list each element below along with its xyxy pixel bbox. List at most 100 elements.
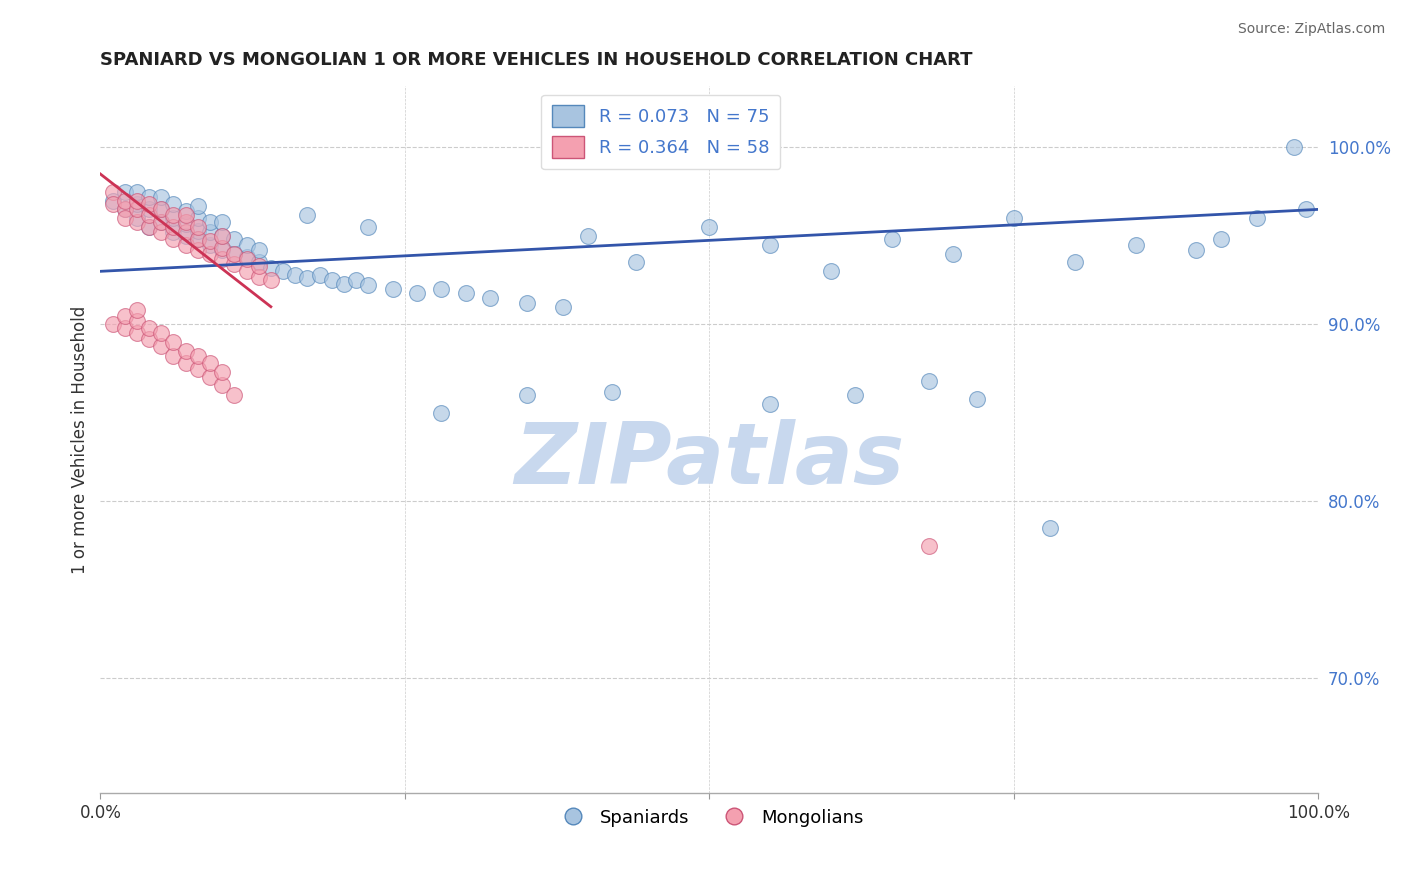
Point bbox=[174, 343, 197, 358]
Text: SPANIARD VS MONGOLIAN 1 OR MORE VEHICLES IN HOUSEHOLD CORRELATION CHART: SPANIARD VS MONGOLIAN 1 OR MORE VEHICLES… bbox=[100, 51, 973, 69]
Point bbox=[174, 215, 197, 229]
Point bbox=[150, 202, 173, 217]
Point bbox=[138, 197, 160, 211]
Point bbox=[125, 185, 148, 199]
Point bbox=[1295, 202, 1317, 217]
Point bbox=[211, 215, 233, 229]
Point bbox=[357, 278, 380, 293]
Point bbox=[1039, 521, 1062, 535]
Point bbox=[187, 232, 209, 246]
Point bbox=[174, 356, 197, 370]
Point bbox=[211, 241, 233, 255]
Point bbox=[321, 273, 343, 287]
Point bbox=[260, 260, 283, 275]
Point bbox=[966, 392, 988, 406]
Point bbox=[260, 273, 283, 287]
Point bbox=[150, 190, 173, 204]
Point bbox=[138, 220, 160, 235]
Point bbox=[308, 268, 330, 282]
Point bbox=[174, 204, 197, 219]
Point bbox=[114, 211, 136, 226]
Point bbox=[1125, 237, 1147, 252]
Point bbox=[430, 406, 453, 420]
Point bbox=[187, 220, 209, 235]
Point bbox=[235, 250, 257, 264]
Point bbox=[162, 226, 184, 240]
Point bbox=[138, 190, 160, 204]
Point bbox=[162, 335, 184, 350]
Point bbox=[1063, 255, 1085, 269]
Point bbox=[198, 370, 221, 384]
Point bbox=[844, 388, 866, 402]
Point bbox=[333, 277, 356, 291]
Point bbox=[381, 282, 404, 296]
Point bbox=[357, 220, 380, 235]
Point bbox=[138, 202, 160, 217]
Point bbox=[125, 303, 148, 318]
Point bbox=[198, 237, 221, 252]
Point bbox=[247, 259, 270, 273]
Point bbox=[284, 268, 307, 282]
Point bbox=[198, 226, 221, 240]
Point bbox=[125, 197, 148, 211]
Point bbox=[138, 321, 160, 335]
Point bbox=[114, 185, 136, 199]
Point bbox=[150, 338, 173, 352]
Y-axis label: 1 or more Vehicles in Household: 1 or more Vehicles in Household bbox=[72, 305, 89, 574]
Point bbox=[454, 285, 477, 300]
Point bbox=[125, 314, 148, 328]
Point bbox=[224, 246, 246, 260]
Point bbox=[626, 255, 648, 269]
Point bbox=[162, 211, 184, 226]
Point bbox=[162, 220, 184, 235]
Point bbox=[917, 374, 939, 388]
Point bbox=[224, 246, 246, 260]
Point bbox=[174, 228, 197, 243]
Point bbox=[125, 215, 148, 229]
Point bbox=[138, 220, 160, 235]
Point bbox=[211, 252, 233, 266]
Point bbox=[1246, 211, 1268, 226]
Point bbox=[187, 211, 209, 226]
Point bbox=[198, 215, 221, 229]
Point bbox=[125, 194, 148, 208]
Point bbox=[162, 232, 184, 246]
Point bbox=[101, 185, 124, 199]
Point bbox=[150, 215, 173, 229]
Point bbox=[759, 397, 782, 411]
Point bbox=[1002, 211, 1025, 226]
Point bbox=[479, 291, 502, 305]
Point bbox=[150, 215, 173, 229]
Point bbox=[187, 232, 209, 246]
Point bbox=[187, 361, 209, 376]
Point bbox=[101, 197, 124, 211]
Point bbox=[516, 296, 538, 310]
Point bbox=[820, 264, 842, 278]
Text: Source: ZipAtlas.com: Source: ZipAtlas.com bbox=[1237, 22, 1385, 37]
Point bbox=[198, 234, 221, 248]
Point bbox=[235, 237, 257, 252]
Point bbox=[942, 246, 965, 260]
Point bbox=[600, 384, 623, 399]
Point bbox=[880, 232, 903, 246]
Point bbox=[211, 228, 233, 243]
Point bbox=[162, 349, 184, 363]
Point bbox=[759, 237, 782, 252]
Point bbox=[174, 208, 197, 222]
Point bbox=[553, 300, 575, 314]
Point bbox=[114, 202, 136, 217]
Point bbox=[101, 318, 124, 332]
Point bbox=[247, 243, 270, 257]
Point bbox=[344, 273, 367, 287]
Point bbox=[150, 202, 173, 217]
Point bbox=[187, 224, 209, 238]
Point bbox=[224, 388, 246, 402]
Point bbox=[187, 199, 209, 213]
Point bbox=[138, 332, 160, 346]
Point bbox=[697, 220, 720, 235]
Point bbox=[235, 252, 257, 266]
Point bbox=[150, 326, 173, 341]
Point bbox=[224, 232, 246, 246]
Point bbox=[125, 326, 148, 341]
Point bbox=[187, 349, 209, 363]
